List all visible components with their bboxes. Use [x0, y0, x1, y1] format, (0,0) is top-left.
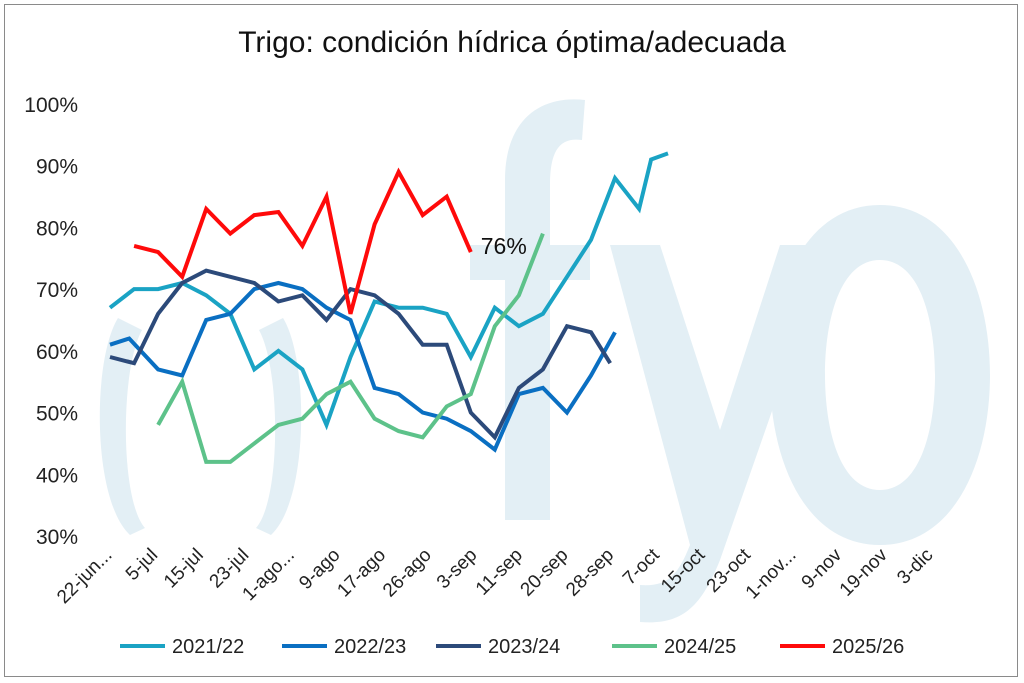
series-line-2023-24	[109, 268, 612, 441]
legend-label-2022-23: 2022/23	[334, 636, 406, 658]
legend-label-2023-24: 2023/24	[488, 636, 560, 658]
y-axis: 30% 40% 50% 60% 70% 80% 90% 100%	[24, 94, 78, 549]
watermark-letter-o	[770, 205, 990, 545]
legend-label-2025-26: 2025/26	[832, 636, 904, 658]
chart-title: Trigo: condición hídrica óptima/adecuada	[238, 26, 786, 59]
y-tick-label: 30%	[36, 526, 78, 549]
y-tick-label: 50%	[36, 403, 78, 426]
series-line-2024-25	[156, 232, 545, 464]
x-tick-label: 1-ago...	[239, 545, 299, 605]
x-tick-label: 5-jul	[122, 545, 162, 585]
y-tick-label: 100%	[24, 94, 78, 117]
series-line-2022-23	[109, 280, 617, 453]
watermark-letter-f	[470, 99, 590, 520]
chart-frame	[4, 4, 1018, 677]
x-tick-label: 28-sep	[562, 545, 618, 601]
x-tick-label: 11-sep	[472, 545, 527, 600]
x-tick-label: 20-sep	[517, 545, 573, 601]
y-tick-label: 90%	[36, 156, 78, 179]
y-tick-label: 80%	[36, 217, 78, 240]
x-tick-label: 19-nov	[836, 544, 892, 600]
y-tick-label: 60%	[36, 341, 78, 364]
legend: 2021/22 2022/23 2023/24 2024/25 2025/26	[120, 636, 904, 658]
x-tick-label: 15-jul	[160, 545, 208, 593]
x-tick-label: 17-ago	[333, 545, 390, 602]
legend-label-2021-22: 2021/22	[172, 636, 244, 658]
x-axis: 22-jun... 5-jul15-jul23-jul1-ago...9-ago1…	[53, 544, 937, 608]
watermark-left-paren	[99, 318, 145, 535]
series-line-2025-26	[133, 167, 473, 315]
series-lines	[108, 151, 669, 464]
series-line-2021-22	[108, 151, 669, 431]
x-tick-label: 22-jun...	[53, 545, 116, 608]
legend-label-2024-25: 2024/25	[664, 636, 736, 658]
x-tick-label: 3-dic	[893, 545, 937, 589]
last-value-annotation: 76%	[481, 233, 527, 259]
y-tick-label: 40%	[36, 464, 78, 487]
y-tick-label: 70%	[36, 279, 78, 302]
fyo-watermark-logo	[99, 99, 990, 623]
x-tick-label: 26-ago	[379, 545, 436, 602]
x-tick-label: 1-nov...	[742, 545, 801, 604]
